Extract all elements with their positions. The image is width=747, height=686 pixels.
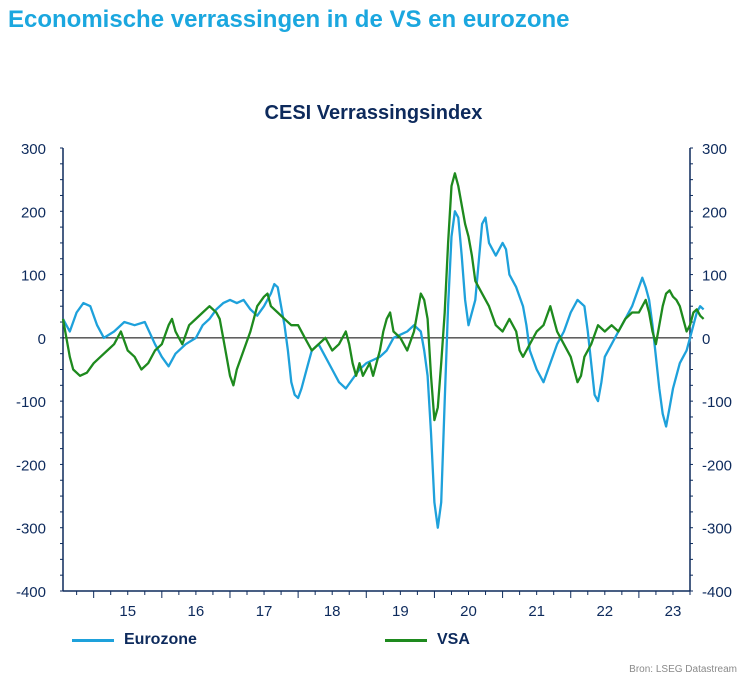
x-tick-label: 21: [528, 603, 545, 620]
page-title: Economische verrassingen in de VS en eur…: [8, 6, 570, 33]
legend-swatch-eurozone: [72, 638, 114, 642]
legend-item-eurozone: Eurozone: [72, 631, 197, 649]
chart-title: CESI Verrassingsindex: [264, 102, 483, 124]
x-tick-label: 23: [665, 603, 682, 620]
legend-label-eurozone: Eurozone: [124, 631, 197, 648]
x-tick-label: 18: [324, 603, 341, 620]
y-tick-label-left: -400: [16, 584, 46, 601]
y-tick-label-left: 300: [21, 141, 46, 158]
series-line-vsa: [61, 172, 705, 422]
y-tick-label-right: 200: [702, 204, 727, 221]
y-tick-label-right: 100: [702, 268, 727, 285]
source-note: Bron: LSEG Datastream: [629, 664, 737, 675]
series-line-eurozone: [61, 210, 705, 529]
x-tick-label: 17: [256, 603, 273, 620]
legend-label-vsa: VSA: [437, 631, 470, 648]
y-tick-label-right: 0: [702, 331, 710, 348]
x-tick-label: 15: [119, 603, 136, 620]
y-tick-label-left: -200: [16, 457, 46, 474]
y-tick-label-right: -400: [702, 584, 732, 601]
y-tick-label-right: -300: [702, 521, 732, 538]
x-tick-label: 19: [392, 603, 409, 620]
y-tick-label-left: 0: [38, 331, 46, 348]
y-tick-label-left: -300: [16, 521, 46, 538]
y-tick-label-right: -100: [702, 394, 732, 411]
y-tick-label-right: 300: [702, 141, 727, 158]
legend-item-vsa: VSA: [385, 631, 470, 649]
y-tick-label-left: -100: [16, 394, 46, 411]
y-tick-label-right: -200: [702, 457, 732, 474]
legend-swatch-vsa: [385, 638, 427, 642]
y-tick-label-left: 200: [21, 204, 46, 221]
x-tick-label: 22: [596, 603, 613, 620]
y-tick-label-left: 100: [21, 268, 46, 285]
x-tick-label: 20: [460, 603, 477, 620]
x-tick-label: 16: [188, 603, 205, 620]
